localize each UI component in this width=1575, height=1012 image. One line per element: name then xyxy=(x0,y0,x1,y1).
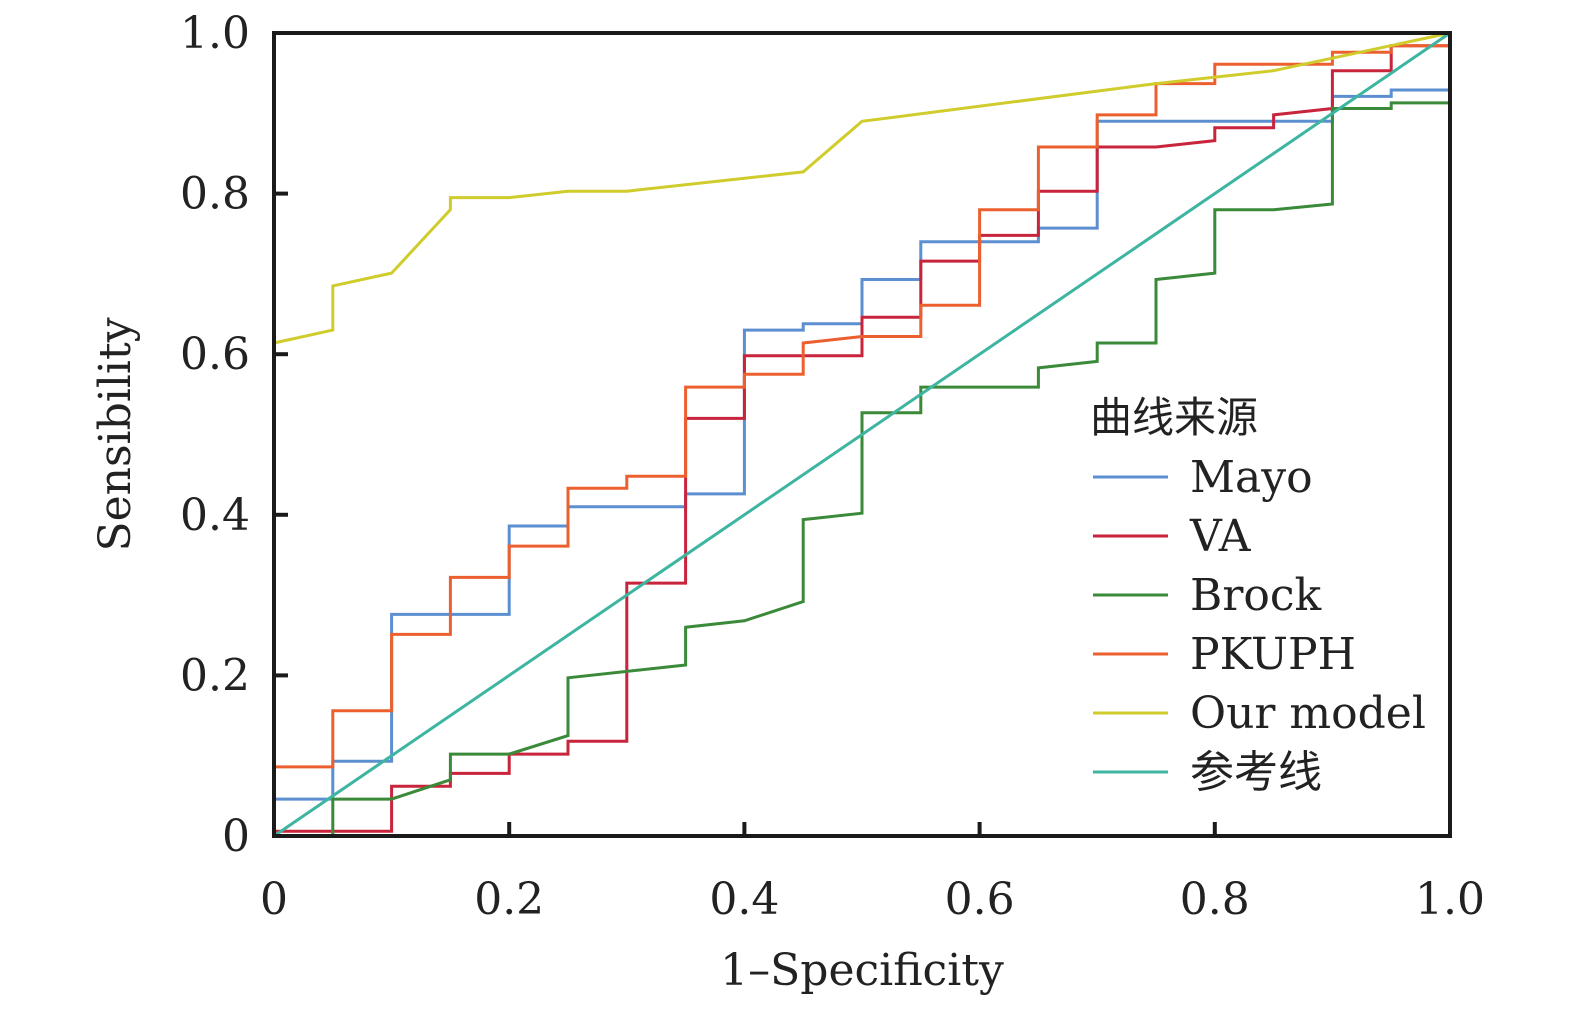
x-axis-title: 1–Specificity xyxy=(720,945,1004,996)
legend-label-1: VA xyxy=(1189,511,1252,562)
x-tick-label: 0 xyxy=(260,874,288,925)
legend-items: Mayo VA Brock PKUPH Our model 参考线 xyxy=(1093,452,1426,798)
legend-label-4: Our model xyxy=(1190,688,1426,739)
x-tick-label: 0.2 xyxy=(474,874,544,925)
y-tick-label: 0 xyxy=(222,811,250,862)
legend-label-5: 参考线 xyxy=(1190,747,1322,798)
series-line-0 xyxy=(272,33,1452,836)
y-tick-label: 1.0 xyxy=(180,8,250,59)
series-line-5 xyxy=(273,31,1451,838)
ticks-layer: 0 0.2 0.4 0.6 0.8 1.0 0 0.2 0.4 0.6 0.8 1.0 xyxy=(180,8,1485,925)
legend-label-0: Mayo xyxy=(1190,452,1313,503)
series-line-2 xyxy=(274,33,1452,838)
plot-frame xyxy=(272,31,1452,838)
legend-title: 曲线来源 xyxy=(1090,393,1258,442)
x-tick-label: 1.0 xyxy=(1415,874,1485,925)
y-tick-label: 0.6 xyxy=(180,329,250,380)
x-tick-label: 0.4 xyxy=(709,874,779,925)
legend-label-2: Brock xyxy=(1190,570,1322,621)
series-line-3 xyxy=(272,33,1452,836)
y-tick-label: 0.4 xyxy=(180,490,250,541)
series-layer xyxy=(272,31,1452,838)
y-tick-label: 0.8 xyxy=(180,169,250,220)
series-line-4 xyxy=(272,31,1451,836)
y-tick-label: 0.2 xyxy=(180,650,250,701)
x-tick-label: 0.8 xyxy=(1180,874,1250,925)
legend-label-3: PKUPH xyxy=(1190,629,1356,680)
legend: 曲线来源 Mayo VA Brock PKUPH Our model 参考线 xyxy=(1090,393,1426,798)
x-tick-label: 0.6 xyxy=(945,874,1015,925)
y-axis-title: Sensibility xyxy=(90,317,141,551)
